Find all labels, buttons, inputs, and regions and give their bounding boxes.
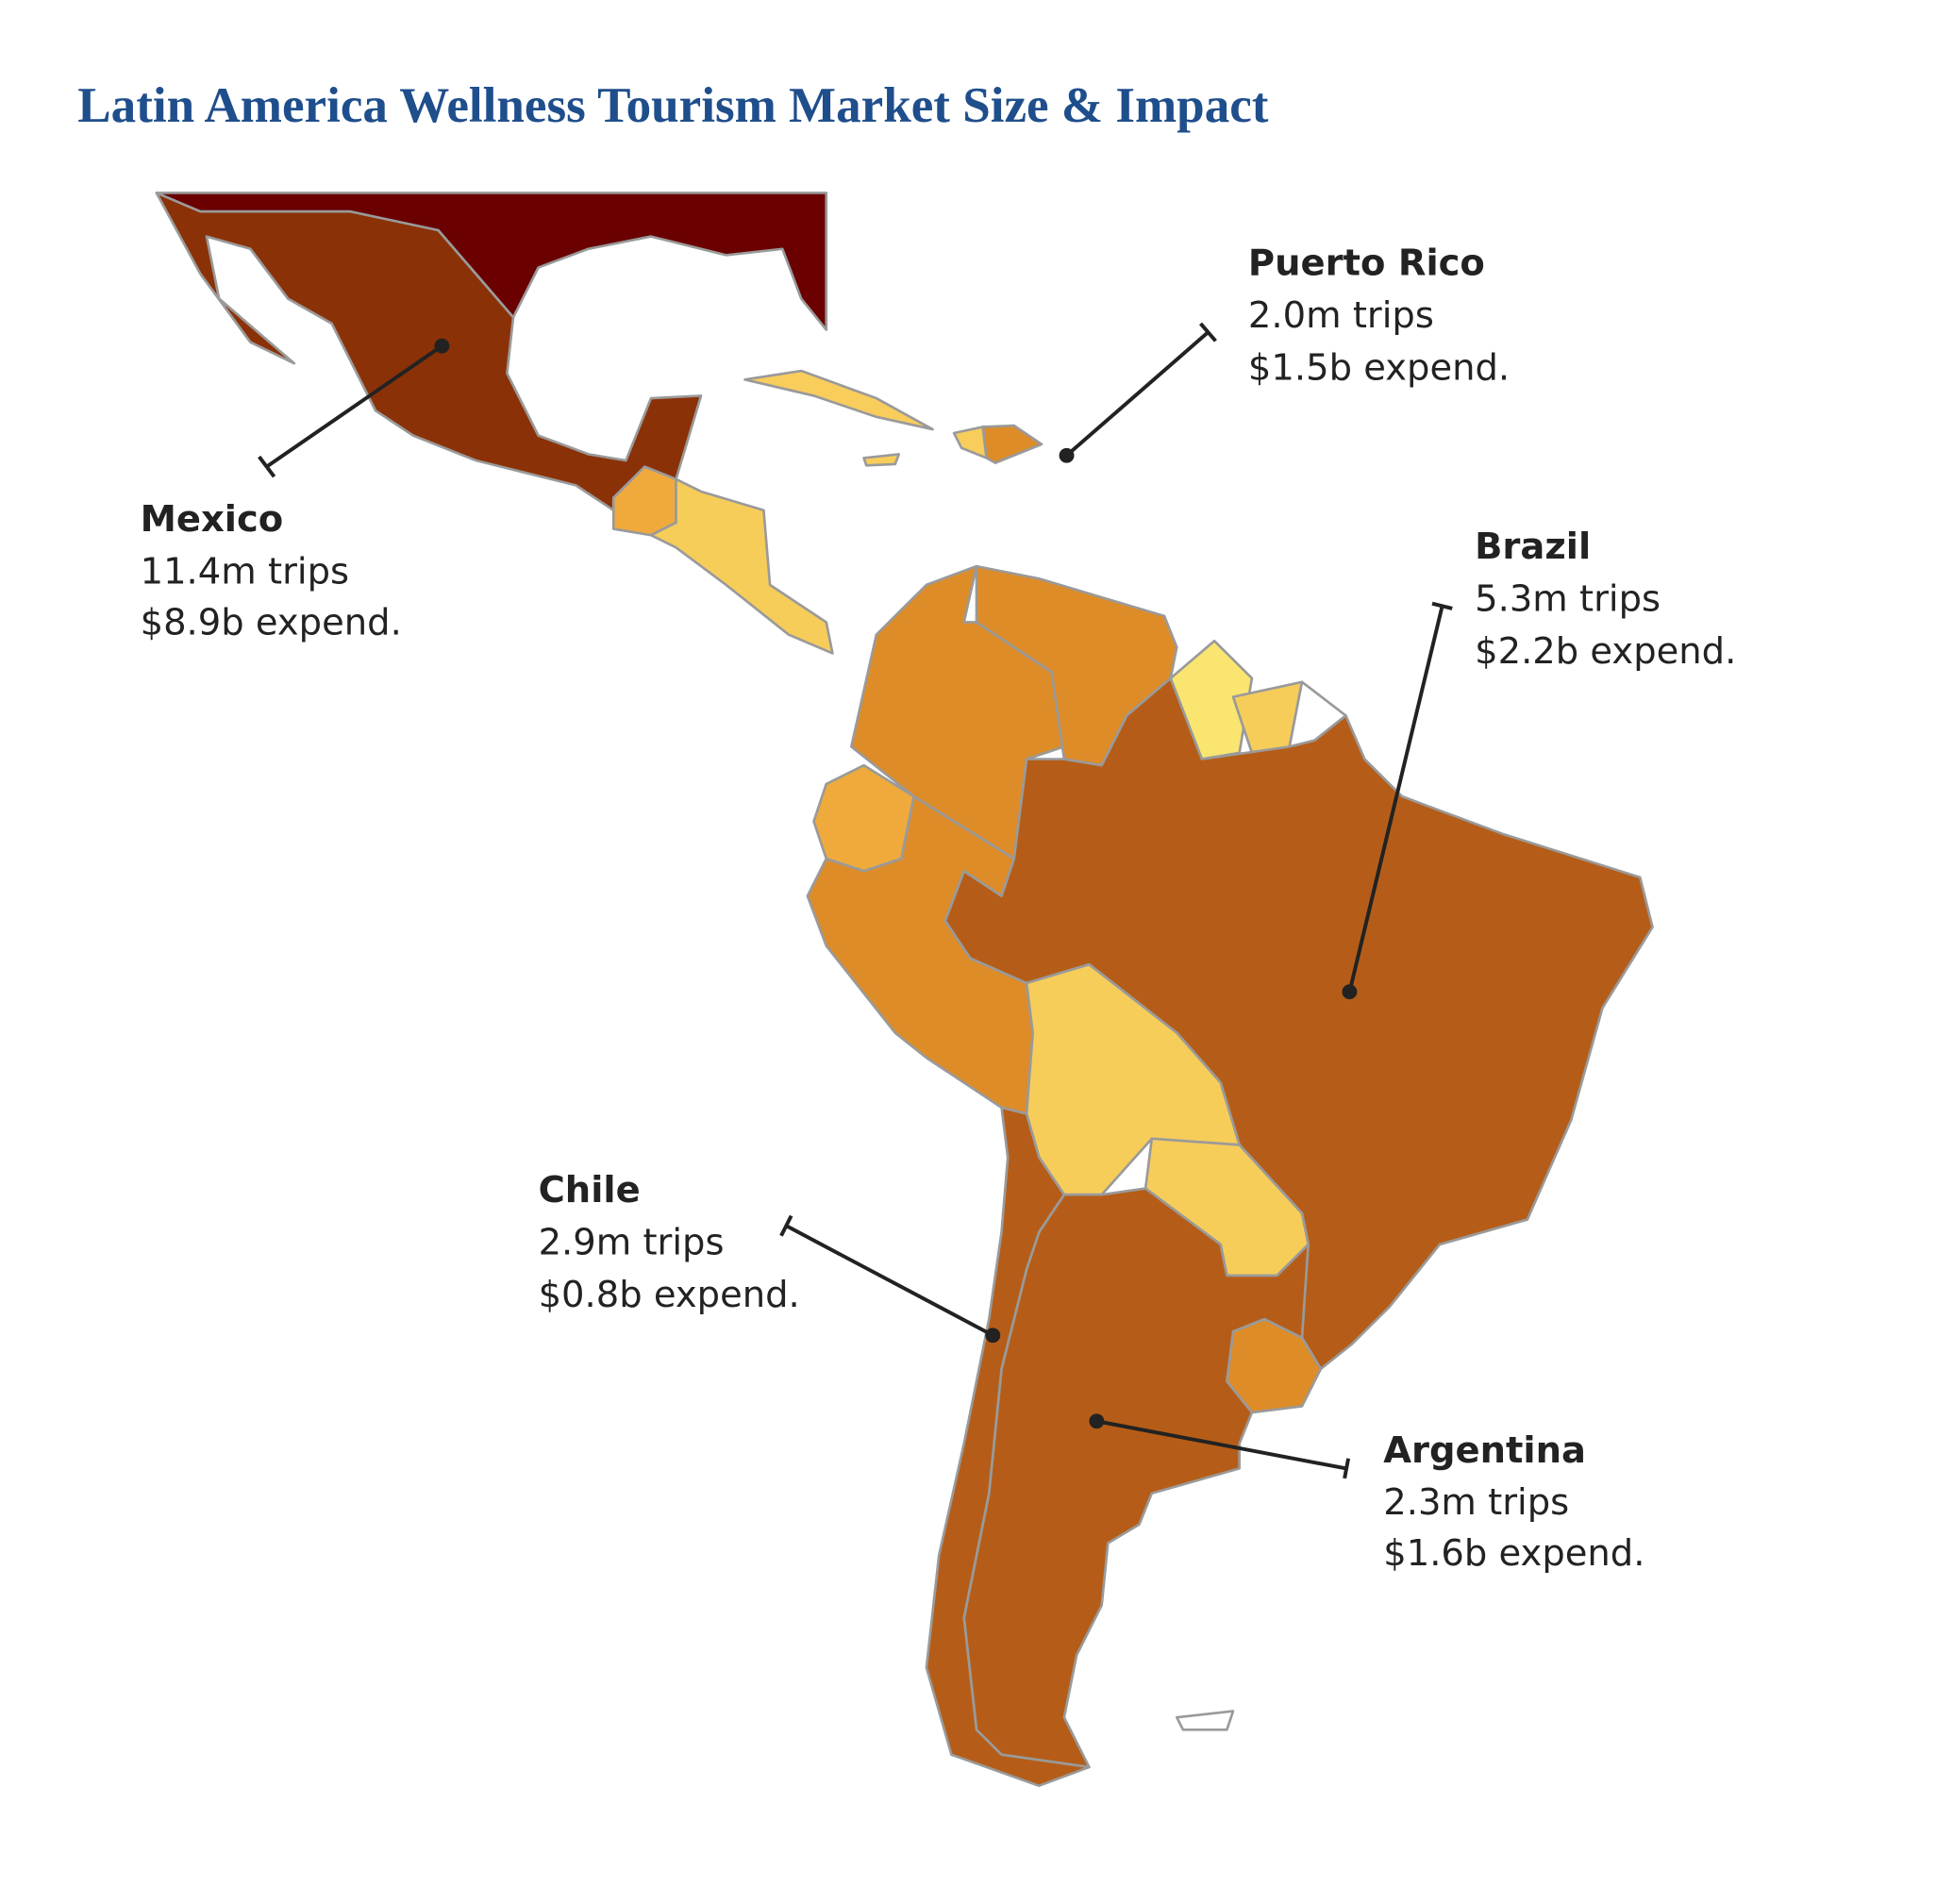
leaders xyxy=(258,322,1453,1479)
expenditure: $2.2b expend. xyxy=(1475,630,1736,673)
trips: 2.0m trips xyxy=(1248,294,1434,337)
jamaica xyxy=(862,453,901,467)
mexico xyxy=(155,192,703,512)
leader-line xyxy=(1065,330,1210,458)
leader-tick xyxy=(1343,1458,1351,1479)
leader-dot xyxy=(985,1328,1001,1344)
leader-line xyxy=(265,344,443,469)
falklands xyxy=(1175,1710,1235,1731)
trips: 2.9m trips xyxy=(539,1222,725,1264)
expenditure: $8.9b expend. xyxy=(141,602,402,644)
dominican-republic xyxy=(981,424,1043,464)
chile xyxy=(925,1106,1091,1788)
leader-tick xyxy=(779,1214,793,1237)
map-title: Latin America Wellness Tourism Market Si… xyxy=(77,78,1269,133)
trips: 2.3m trips xyxy=(1383,1481,1569,1524)
callouts: Mexico 11.4m trips $8.9b expend. Puerto … xyxy=(141,242,1737,1576)
bolivia xyxy=(1025,962,1241,1196)
country-name: Mexico xyxy=(141,498,284,541)
leader-dot xyxy=(434,338,450,354)
country-name: Brazil xyxy=(1475,526,1591,568)
country-name: Chile xyxy=(539,1169,641,1211)
haiti xyxy=(952,426,988,459)
leader-tick xyxy=(1199,322,1217,342)
leader-dot xyxy=(1342,984,1358,1000)
countries xyxy=(155,192,1654,1788)
expenditure: $0.8b expend. xyxy=(539,1274,800,1316)
leader-dot xyxy=(1059,447,1075,463)
leader-line xyxy=(785,1224,994,1337)
cuba xyxy=(743,369,934,431)
country-name: Puerto Rico xyxy=(1248,242,1485,285)
leader-dot xyxy=(1089,1413,1105,1429)
trips: 5.3m trips xyxy=(1475,578,1661,621)
trips: 11.4m trips xyxy=(141,551,349,593)
leader-tick xyxy=(1431,601,1453,610)
leader-line xyxy=(1347,605,1444,993)
expenditure: $1.6b expend. xyxy=(1383,1532,1644,1575)
country-name: Argentina xyxy=(1383,1429,1586,1472)
leader-line xyxy=(1096,1419,1346,1471)
expenditure: $1.5b expend. xyxy=(1248,346,1510,389)
leader-tick xyxy=(258,455,276,478)
central-america xyxy=(649,477,834,655)
